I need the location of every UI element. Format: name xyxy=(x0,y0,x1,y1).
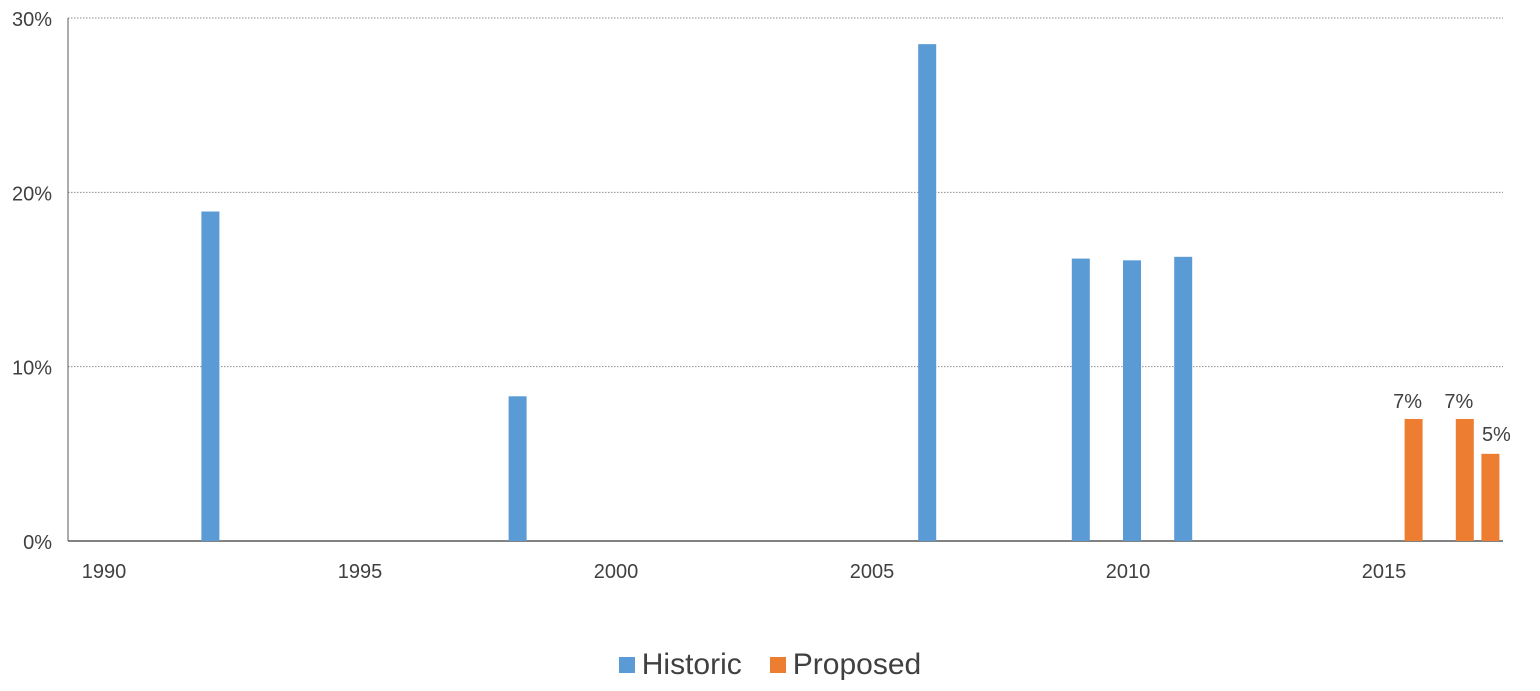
bar-historic xyxy=(508,396,527,541)
bar-proposed xyxy=(1455,418,1474,541)
gridlines xyxy=(68,17,1503,368)
x-tick-label: 2005 xyxy=(850,561,895,583)
x-tick-label: 1990 xyxy=(82,561,127,583)
y-tick-label: 10% xyxy=(12,358,52,380)
legend-item-proposed: Proposed xyxy=(769,648,922,681)
y-tick-label: 0% xyxy=(23,532,52,554)
legend-item-historic: Historic xyxy=(618,648,742,681)
x-tick-labels: 1990 1995 2000 2005 2010 2015 xyxy=(82,561,1407,583)
bars xyxy=(201,44,1500,542)
bar-proposed xyxy=(1481,453,1500,541)
y-tick-label: 30% xyxy=(12,9,52,31)
bar-historic xyxy=(201,211,220,541)
data-label: 7% xyxy=(1393,391,1422,413)
bar-chart: 0%10%20%30% 1990 1995 2000 2005 2010 2015 7% 7… xyxy=(12,9,1511,583)
data-label: 5% xyxy=(1482,424,1511,446)
bar-historic xyxy=(1174,256,1193,541)
legend-swatch-historic xyxy=(618,657,635,673)
bar-historic xyxy=(918,44,937,542)
legend-swatch-proposed xyxy=(769,657,786,673)
data-label: 7% xyxy=(1444,391,1473,413)
y-tick-labels: 0% 10% 20% 30% xyxy=(12,9,52,554)
data-labels: 7% 7% 5% xyxy=(1393,391,1511,446)
y-tick-label: 20% xyxy=(12,183,52,205)
x-tick-label: 1995 xyxy=(338,561,383,583)
bar-historic xyxy=(1123,260,1141,541)
bar-proposed xyxy=(1404,418,1423,541)
bar-historic xyxy=(1071,258,1090,541)
legend: Historic Proposed xyxy=(0,650,1540,680)
legend-label-historic: Historic xyxy=(641,648,742,681)
x-tick-label: 2015 xyxy=(1362,561,1407,583)
x-tick-label: 2000 xyxy=(594,561,639,583)
legend-label-proposed: Proposed xyxy=(792,648,922,681)
x-tick-label: 2010 xyxy=(1106,561,1151,583)
